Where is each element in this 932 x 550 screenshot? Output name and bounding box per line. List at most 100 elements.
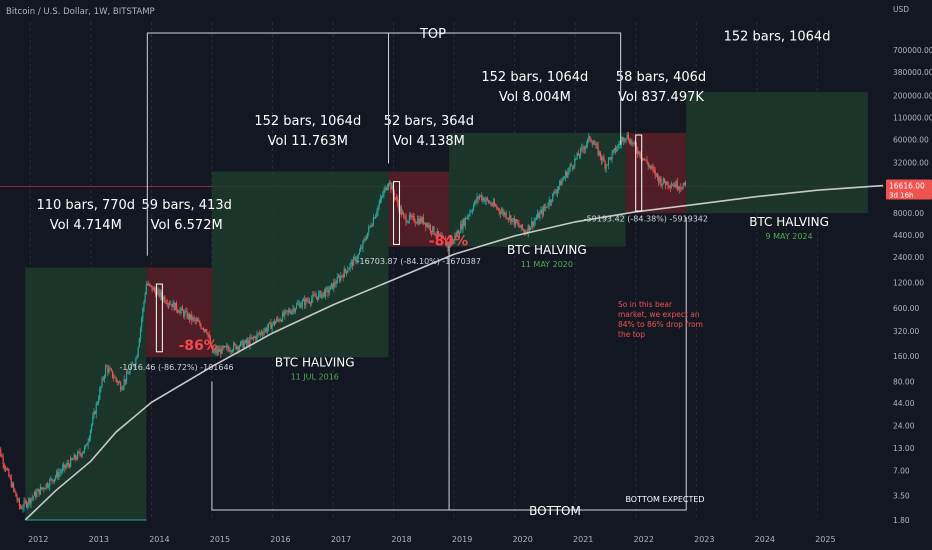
candles [0,131,687,513]
candle-body [142,308,144,319]
drawdown-arrow [155,283,163,353]
candle-body [231,350,234,352]
support-curve-line [24,184,884,521]
candle-body [589,136,591,140]
candle-body [600,157,603,161]
candle-body [122,386,124,390]
candle-body [70,458,72,467]
cycle-annotation-text: Vol 4.138M [393,134,465,149]
candle-body [100,386,102,390]
candle-body [245,340,248,343]
candle-body [666,181,668,185]
candle-body [130,364,132,369]
candle-body [656,173,659,177]
candle-body [145,284,147,295]
candle-body [262,333,264,335]
candle-body [284,310,286,316]
candle-body [412,215,414,217]
cycle-annotation-text: Vol 837.497K [618,90,704,105]
candle-body [92,416,94,425]
halving-date: 11 JUL 2016 [291,373,339,382]
candle-body [482,197,484,201]
candle-body [347,270,349,273]
candle-body [322,291,324,294]
candle-body [422,217,425,224]
candle-body [662,178,664,184]
candle-body [313,294,315,296]
bottom-connector-right [449,217,687,511]
candle-body [323,291,326,297]
candle-body [375,214,377,219]
candle-body [361,247,363,249]
candle-body [488,200,490,203]
candle-body [352,257,355,266]
candle-body [521,224,524,230]
candle-body [285,310,287,312]
candle-body [472,205,475,211]
candle-body [417,219,419,224]
candle-body [502,210,504,212]
candle-body [171,304,173,308]
candle-body [306,298,308,301]
candle-body [682,185,684,189]
candle-body [631,140,633,144]
x-tick-label: 2014 [149,535,169,544]
candle-body [304,299,306,306]
candle-body [65,465,67,468]
candle-body [19,505,22,509]
symbol-title: Bitcoin / U.S. Dollar, 1W, BITSTAMP [6,7,155,17]
candle-body [23,500,25,508]
candle-body [75,458,78,460]
candle-body [33,491,36,497]
candle-body [597,145,599,155]
candle-body [439,234,441,236]
candle-body [139,327,142,339]
candle-body [364,239,366,240]
candle-body [500,211,503,214]
candle-body [237,346,239,350]
candle-body [486,198,489,201]
candle-body [659,178,661,183]
candle-body [442,235,444,239]
candle-body [74,455,76,459]
y-tick-label: 24.00 [893,421,915,430]
candle-body [45,483,47,489]
candle-body [485,198,487,201]
candle-body [36,491,38,497]
candle-body [295,304,298,309]
candle-body [22,507,24,509]
candle-body [469,211,471,216]
candle-body [287,310,289,312]
y-tick-label: 700000.00 [893,46,932,55]
candle-body [267,323,270,328]
candle-body [258,333,260,334]
candle-body [380,196,383,199]
x-tick-label: 2018 [391,535,411,544]
candle-body [49,479,51,487]
candle-body [545,206,547,209]
candle-body [220,348,222,354]
candle-body [555,192,557,194]
y-axis-bg [886,0,932,550]
candle-body [198,321,200,323]
candle-body [180,307,182,310]
candle-body [58,472,60,478]
candle-body [386,187,388,190]
candle-body [470,211,472,213]
candle-body [236,346,238,350]
candle-body [207,333,209,335]
candle-body [524,230,526,234]
candle-body [124,379,126,382]
candle-body [153,287,156,291]
candle-body [358,251,361,255]
candle-body [224,346,227,347]
candle-body [72,459,74,461]
candle-body [434,233,436,236]
candle-body [621,137,624,141]
candle-body [107,366,109,373]
candle-body [46,483,48,487]
candle-body [121,389,123,391]
candle-body [101,378,103,387]
candle-body [280,320,282,322]
candle-body [170,304,172,305]
